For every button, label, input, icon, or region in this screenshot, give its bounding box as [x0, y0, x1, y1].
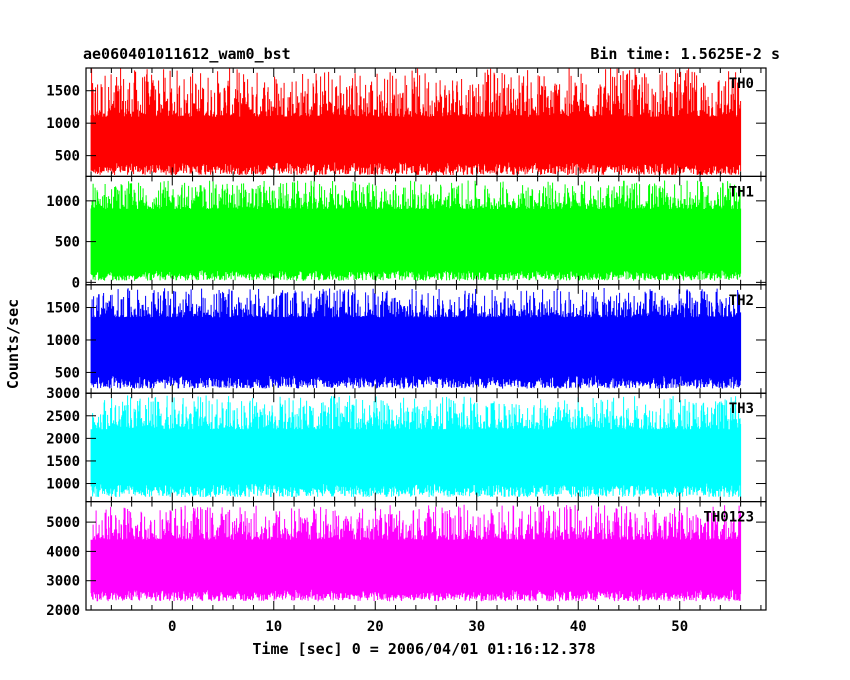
panel-label-th1: TH1 — [729, 184, 754, 200]
x-tick-label: 0 — [168, 619, 176, 635]
y-tick-label-th1: 0 — [72, 275, 80, 291]
y-tick-label-th3: 1500 — [46, 454, 80, 470]
y-tick-label-th1: 500 — [55, 235, 80, 251]
y-tick-label-th3: 2500 — [46, 409, 80, 425]
y-tick-label-th0123: 3000 — [46, 574, 80, 590]
panel-label-th0: TH0 — [729, 76, 754, 92]
bin-time-label: Bin time: 1.5625E-2 s — [590, 45, 780, 63]
series-th1 — [90, 180, 742, 281]
panel-label-th2: TH2 — [729, 293, 754, 309]
y-tick-label-th0123: 5000 — [46, 515, 80, 531]
panel-label-th0123: TH0123 — [703, 510, 754, 526]
y-tick-label-th1: 1000 — [46, 194, 80, 210]
y-tick-label-th0: 1500 — [46, 84, 80, 100]
y-tick-label-th0: 1000 — [46, 116, 80, 132]
x-tick-label: 30 — [468, 619, 485, 635]
x-tick-label: 50 — [671, 619, 688, 635]
y-tick-label-th2: 500 — [55, 365, 80, 381]
y-axis-title: Counts/sec — [4, 299, 22, 389]
y-tick-label-th3: 3000 — [46, 386, 80, 402]
panel-frame-th0123 — [85, 501, 767, 611]
y-tick-label-th0123: 4000 — [46, 544, 80, 560]
y-tick-label-th0: 500 — [55, 149, 80, 165]
x-axis-title: Time [sec] 0 = 2006/04/01 01:16:12.378 — [252, 640, 595, 658]
y-tick-label-th3: 2000 — [46, 431, 80, 447]
y-tick-label-th3: 1000 — [46, 477, 80, 493]
panel-label-th3: TH3 — [729, 401, 754, 417]
series-th0 — [90, 68, 742, 176]
x-tick-label: 10 — [265, 619, 282, 635]
series-th3 — [90, 395, 742, 498]
y-tick-label-th0123: 2000 — [46, 603, 80, 619]
series-th0123 — [90, 504, 742, 602]
x-tick-label: 40 — [570, 619, 587, 635]
y-tick-label-th2: 1000 — [46, 333, 80, 349]
series-th2 — [90, 288, 742, 389]
y-tick-label-th2: 1500 — [46, 301, 80, 317]
chart-title: ae060401011612_wam0_bst — [83, 45, 291, 63]
x-tick-label: 20 — [367, 619, 384, 635]
